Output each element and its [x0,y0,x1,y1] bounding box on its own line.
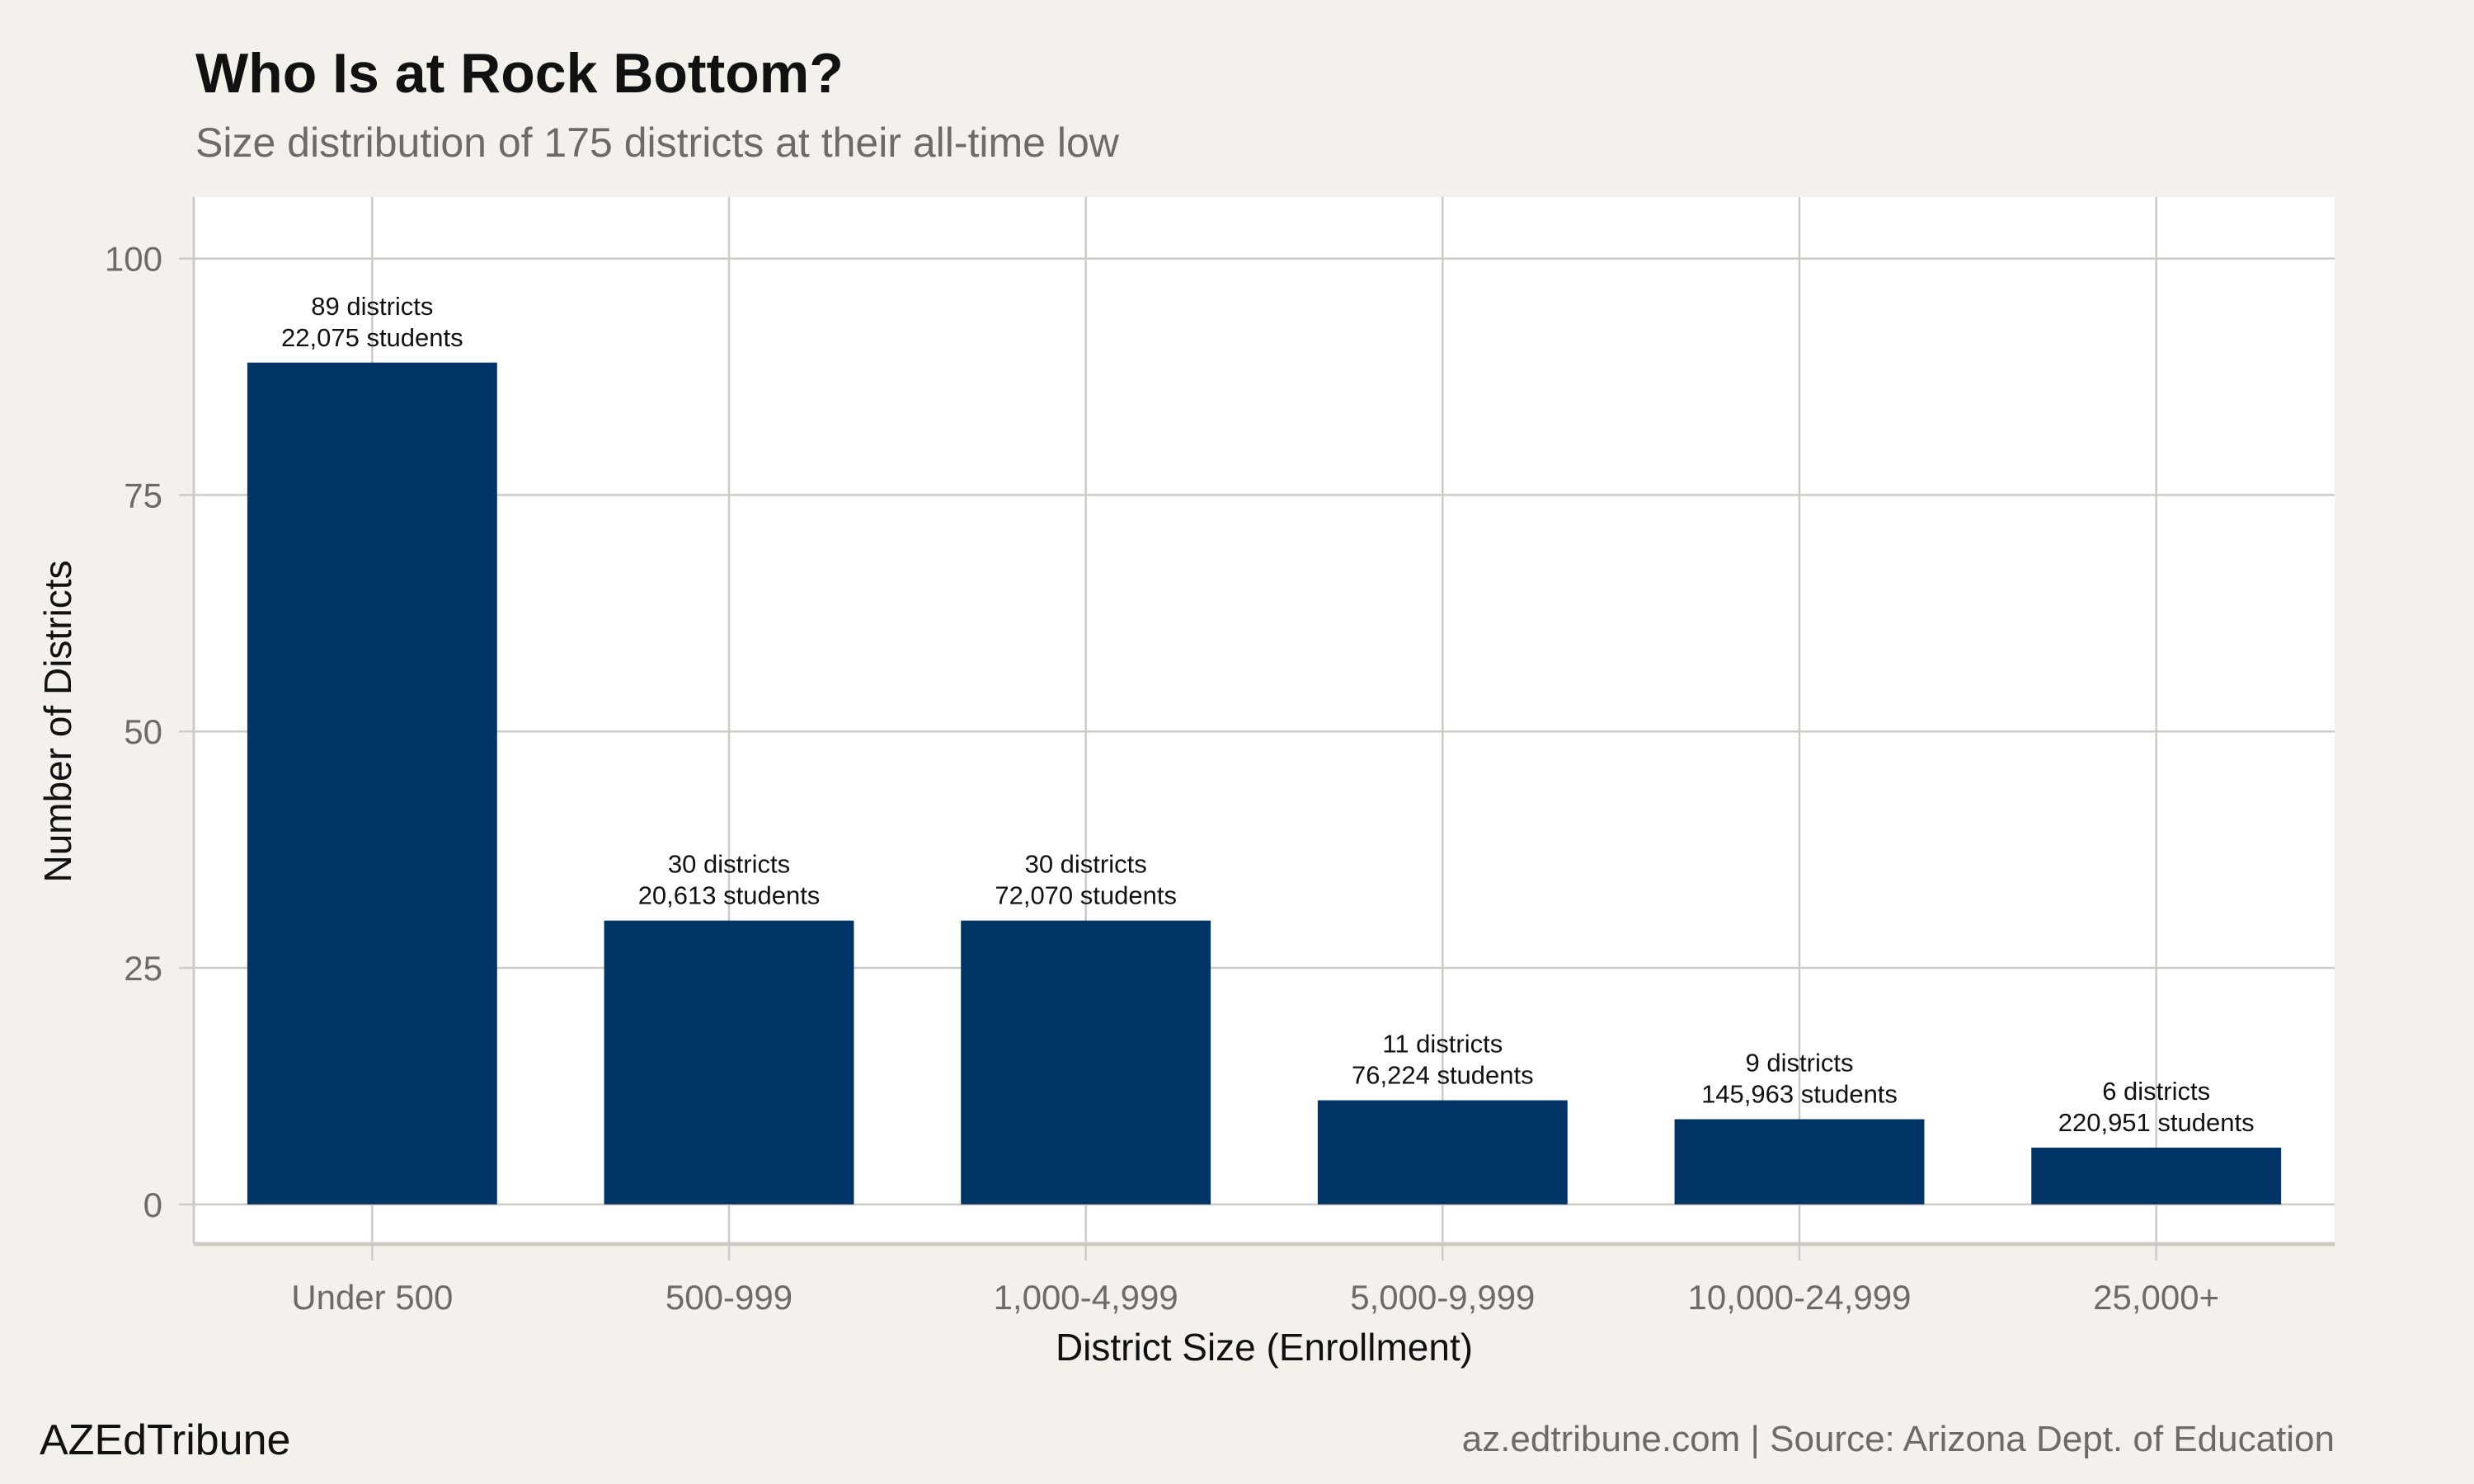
bar-label-districts: 89 districts [311,292,433,321]
axes: 0 25 50 75 100 Under 500 500-999 1,000-4,999 5,0… [105,197,2335,1317]
y-tick-label: 50 [124,712,162,751]
x-tick-label: 25,000+ [2093,1278,2219,1317]
bar-label-students: 145,963 students [1701,1080,1898,1109]
x-tick-label: 1,000-4,999 [994,1278,1178,1317]
chart-title: Who Is at Rock Bottom? [195,42,844,105]
bar-label-districts: 30 districts [1025,850,1147,879]
bar-label-districts: 11 districts [1382,1030,1503,1059]
bars [247,362,2282,1205]
y-tick-label: 0 [143,1186,162,1224]
chart-subtitle: Size distribution of 175 districts at th… [195,120,1120,166]
bar [1674,1119,1925,1205]
bar-label-students: 22,075 students [281,323,463,352]
plot-panel [194,197,2335,1244]
bar-label-students: 20,613 students [638,881,821,910]
bar-label-districts: 6 districts [2102,1077,2210,1106]
x-tick-label: 500-999 [666,1278,793,1317]
bar [604,920,854,1205]
bar [961,920,1211,1205]
bar-label-students: 76,224 students [1352,1061,1534,1090]
brand-logo-text: AZEdTribune [40,1416,290,1464]
y-tick-label: 25 [124,949,162,988]
y-axis-title: Number of Districts [36,560,79,882]
x-tick-label: 5,000-9,999 [1350,1278,1535,1317]
x-axis-title: District Size (Enrollment) [1056,1326,1473,1369]
y-tick-label: 75 [124,476,162,514]
bar-label-students: 220,951 students [2058,1108,2255,1137]
x-tick-label: 10,000-24,999 [1688,1278,1912,1317]
source-credit: az.edtribune.com | Source: Arizona Dept.… [1462,1419,2335,1459]
bar-label-students: 72,070 students [995,881,1177,910]
bar-label-districts: 30 districts [668,850,790,879]
x-tick-label: Under 500 [291,1278,453,1317]
bar [2031,1147,2282,1205]
bar [1317,1100,1568,1205]
bar [247,362,497,1205]
y-tick-label: 100 [105,240,162,279]
bar-label-districts: 9 districts [1746,1049,1854,1078]
